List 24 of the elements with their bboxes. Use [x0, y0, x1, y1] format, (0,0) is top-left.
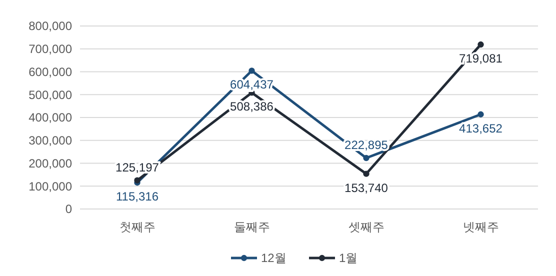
point: [363, 154, 370, 162]
y-tick-label: 100,000: [28, 179, 72, 194]
y-tick-label: 300,000: [28, 134, 72, 148]
data-label: 413,652: [459, 121, 503, 136]
y-tick-label: 500,000: [28, 88, 72, 102]
legend-label: 12월: [261, 251, 286, 266]
y-tick-label: 0: [65, 202, 72, 216]
data-label: 115,316: [116, 190, 159, 204]
y-tick-label: 700,000: [28, 42, 72, 56]
legend-label: 1월: [339, 251, 358, 266]
point: [134, 177, 140, 184]
point: [478, 41, 484, 48]
x-tick-label: 셋째주: [348, 220, 384, 234]
y-tick-label: 800,000: [28, 19, 72, 34]
x-tick-label: 넷째주: [462, 220, 499, 234]
point: [248, 68, 255, 74]
x-tick-label: 첫째주: [119, 220, 156, 234]
point: [478, 111, 484, 118]
x-tick-label: 둘째주: [234, 220, 270, 234]
data-label: 153,740: [344, 180, 388, 195]
y-tick-label: 200,000: [28, 156, 72, 170]
y-tick-label: 400,000: [28, 110, 72, 125]
point: [363, 170, 370, 177]
y-tick-label: 600,000: [28, 64, 72, 79]
